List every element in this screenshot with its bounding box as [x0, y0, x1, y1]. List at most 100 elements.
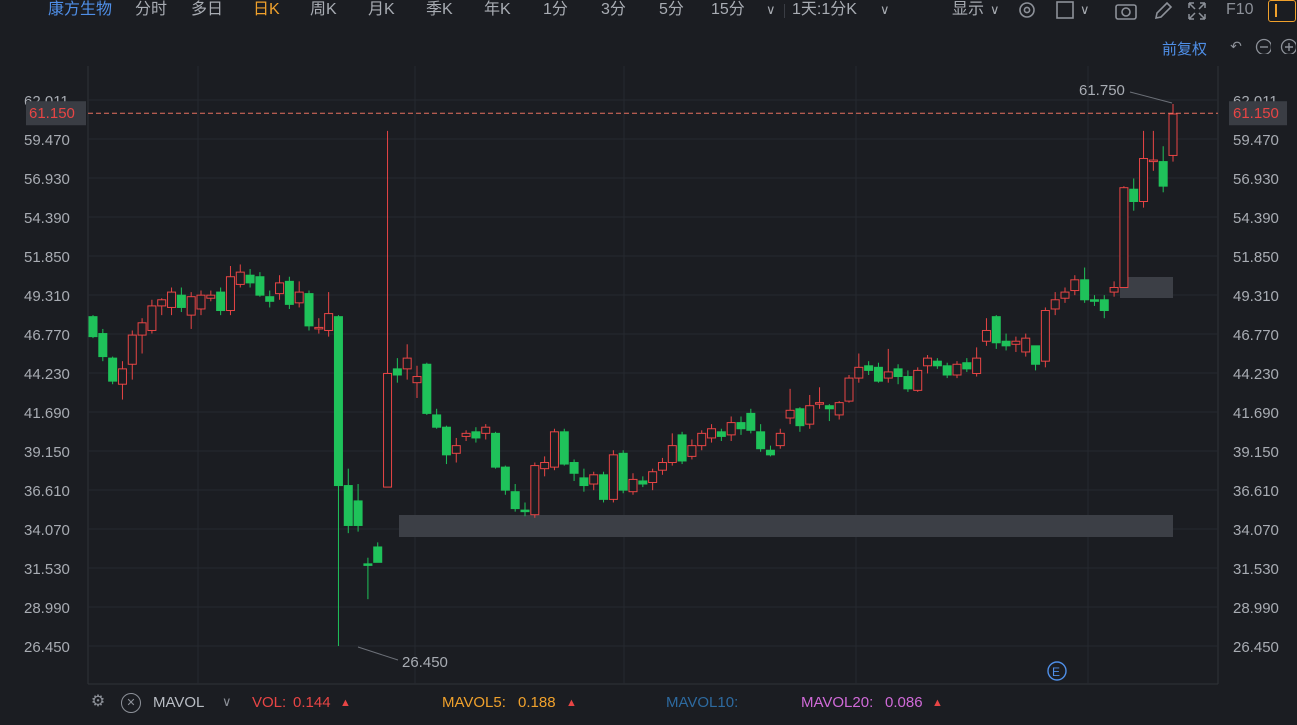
candle[interactable]: [510, 484, 520, 512]
candle[interactable]: [225, 265, 235, 316]
candle[interactable]: [785, 388, 795, 425]
candle[interactable]: [1070, 275, 1080, 296]
candle[interactable]: [540, 456, 550, 477]
candle[interactable]: [913, 367, 923, 392]
candle[interactable]: [942, 362, 952, 379]
candle[interactable]: [196, 290, 206, 316]
candle[interactable]: [324, 292, 334, 337]
candle[interactable]: [579, 468, 589, 492]
candle[interactable]: [333, 315, 343, 646]
candle[interactable]: [805, 394, 815, 429]
candle[interactable]: [265, 290, 275, 308]
candle[interactable]: [549, 428, 559, 471]
candle[interactable]: [98, 328, 108, 362]
candle[interactable]: [275, 275, 285, 300]
candle[interactable]: [589, 471, 599, 491]
candle[interactable]: [491, 431, 501, 469]
candle[interactable]: [147, 299, 157, 334]
candle[interactable]: [795, 407, 805, 432]
candle[interactable]: [500, 465, 510, 495]
candle[interactable]: [962, 358, 972, 372]
candle[interactable]: [1089, 295, 1099, 306]
candle[interactable]: [707, 424, 717, 443]
indicator-chevron-icon[interactable]: ∨: [222, 694, 232, 709]
adjust-mode-link[interactable]: 前复权: [1161, 41, 1207, 58]
period-tab[interactable]: 日K: [253, 1, 280, 18]
candle[interactable]: [844, 375, 854, 403]
period-tab[interactable]: 5分: [659, 1, 684, 18]
candle[interactable]: [245, 269, 255, 288]
candle[interactable]: [530, 462, 540, 518]
candle[interactable]: [176, 287, 186, 313]
candle[interactable]: [618, 450, 628, 494]
candle[interactable]: [1080, 267, 1090, 303]
candle[interactable]: [137, 318, 147, 354]
draw-pencil-icon[interactable]: [1152, 0, 1174, 22]
candle[interactable]: [834, 401, 844, 420]
candle[interactable]: [108, 356, 118, 385]
candle[interactable]: [1158, 146, 1168, 193]
support-zone-box[interactable]: [399, 515, 1173, 537]
candle[interactable]: [422, 362, 432, 415]
period-tab[interactable]: 年K: [484, 1, 511, 18]
candle[interactable]: [1129, 178, 1139, 211]
period-tab[interactable]: 周K: [310, 1, 337, 18]
candle[interactable]: [432, 408, 442, 429]
indicator-close-icon[interactable]: ✕: [121, 693, 141, 713]
candle[interactable]: [736, 416, 746, 435]
candle[interactable]: [687, 439, 697, 460]
candle[interactable]: [314, 318, 324, 334]
period-tab[interactable]: 15分: [711, 1, 745, 18]
settings-gear-icon[interactable]: [1016, 0, 1038, 22]
candle[interactable]: [1011, 336, 1021, 352]
candle[interactable]: [363, 557, 373, 600]
candle[interactable]: [775, 428, 785, 449]
candle[interactable]: [392, 358, 402, 383]
candle[interactable]: [657, 457, 667, 475]
candle[interactable]: [854, 353, 864, 383]
candle[interactable]: [343, 468, 353, 534]
candle[interactable]: [697, 430, 707, 451]
candle[interactable]: [1031, 345, 1041, 371]
candle[interactable]: [157, 298, 167, 316]
candle[interactable]: [864, 361, 874, 376]
candle[interactable]: [952, 361, 962, 379]
candle[interactable]: [1099, 295, 1109, 319]
candle[interactable]: [1050, 292, 1060, 316]
candle[interactable]: [677, 431, 687, 465]
candle[interactable]: [216, 287, 226, 316]
event-marker-letter[interactable]: E: [1052, 665, 1060, 679]
candle[interactable]: [1119, 186, 1129, 288]
candle[interactable]: [765, 445, 775, 457]
undo-icon[interactable]: ↶: [1230, 38, 1242, 54]
candle[interactable]: [294, 281, 304, 308]
stock-name[interactable]: 康方生物: [48, 1, 113, 18]
candle[interactable]: [903, 370, 913, 392]
period-tab[interactable]: 1分: [543, 1, 568, 18]
zoom-out-icon[interactable]: [1255, 38, 1271, 54]
candle[interactable]: [451, 437, 461, 463]
candle[interactable]: [235, 264, 245, 288]
candle[interactable]: [608, 450, 618, 503]
candle[interactable]: [117, 361, 127, 400]
candle[interactable]: [932, 358, 942, 369]
candle[interactable]: [667, 433, 677, 466]
candle[interactable]: [284, 276, 294, 309]
candle[interactable]: [893, 364, 903, 385]
candle[interactable]: [628, 473, 638, 495]
zoom-in-icon[interactable]: [1280, 38, 1296, 54]
candle[interactable]: [648, 468, 658, 491]
candle[interactable]: [353, 484, 363, 532]
candle[interactable]: [255, 272, 265, 297]
candle[interactable]: [716, 428, 726, 442]
candle[interactable]: [127, 330, 137, 380]
candle[interactable]: [461, 430, 471, 442]
period-tab[interactable]: 月K: [368, 1, 395, 18]
more-periods-chevron-icon[interactable]: ∨: [766, 2, 776, 17]
candle[interactable]: [972, 347, 982, 377]
candle[interactable]: [412, 365, 422, 399]
candle[interactable]: [88, 315, 98, 339]
period-tab[interactable]: 多日: [191, 1, 224, 18]
candle[interactable]: [304, 290, 314, 331]
gap-zone-box[interactable]: [1120, 277, 1173, 298]
